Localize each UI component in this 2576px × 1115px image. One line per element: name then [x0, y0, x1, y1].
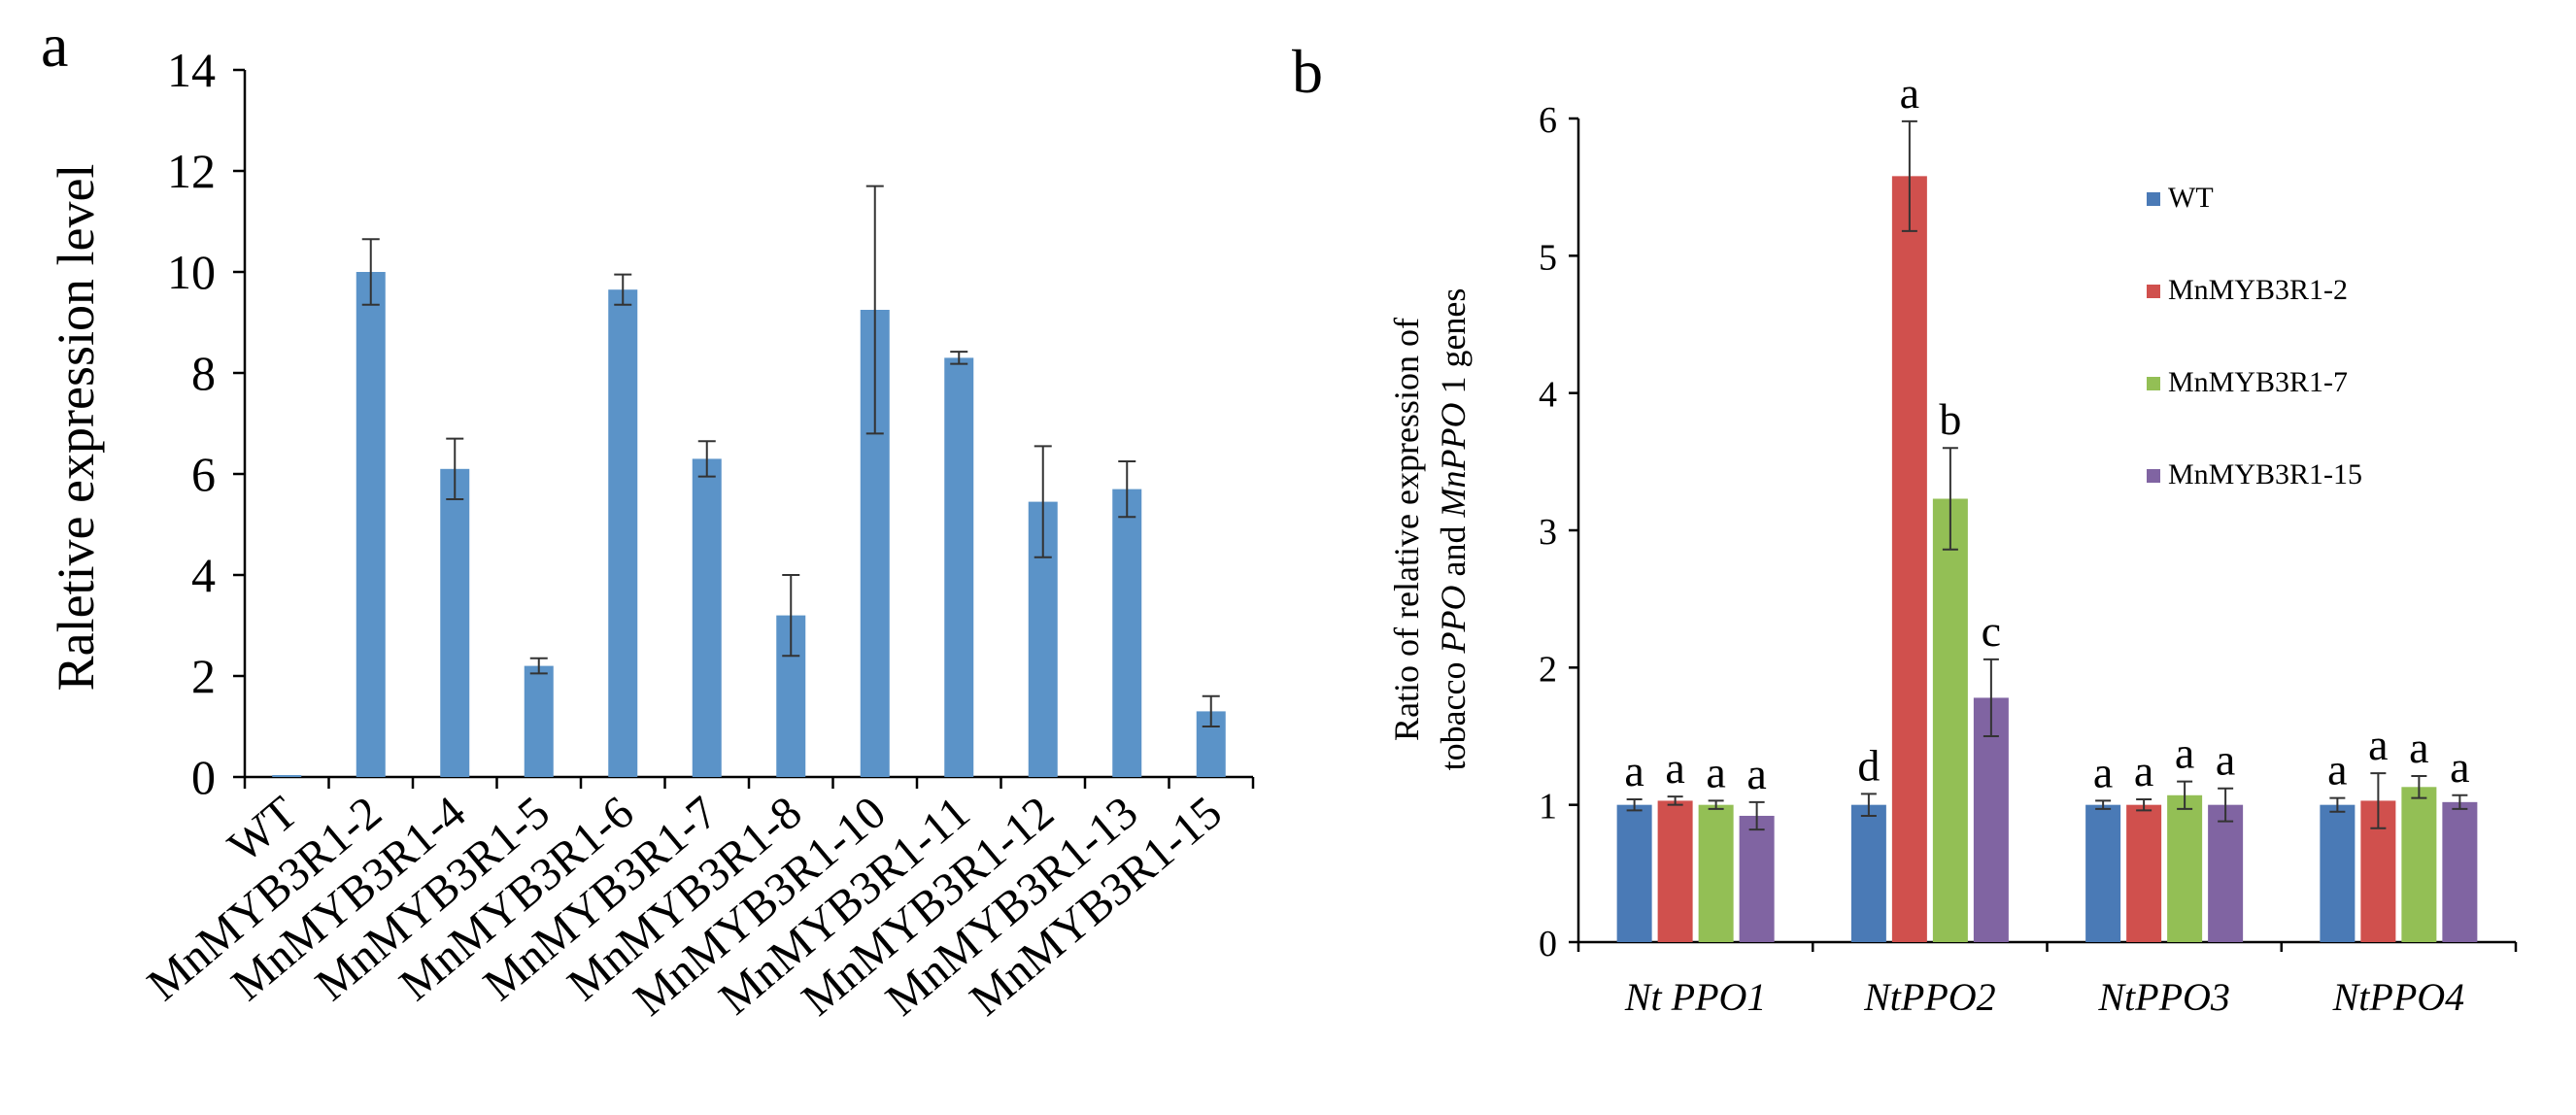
panel-a-chart: a Raletive expression level 02468101214W…	[41, 11, 1255, 1026]
panel-b-significance-letter: a	[2134, 746, 2153, 795]
panel-a-bar	[272, 775, 302, 777]
panel-b-legend-label: MnMYB3R1-2	[2168, 274, 2348, 306]
panel-b-bar	[2401, 787, 2437, 942]
panel-b-axes: 0 1 2 3 4 5 6 Nt PPO1 NtPPO2 NtPPO3 NtPPO4	[1539, 100, 2518, 1019]
panel-b-significance-letter: a	[2368, 720, 2388, 769]
panel-b-bar	[2320, 804, 2356, 942]
panel-a-bar	[608, 289, 638, 777]
ylabel-part-ppo: PPO	[1434, 586, 1473, 655]
panel-b-legend-swatch	[2147, 469, 2160, 483]
panel-b-x-tick-label: NtPPO3	[2097, 975, 2230, 1019]
panel-b-bar	[1698, 804, 1734, 942]
panel-b-legend-label: MnMYB3R1-15	[2168, 458, 2362, 490]
panel-a-bar	[356, 272, 386, 777]
panel-b-significance-letter: d	[1857, 740, 1880, 790]
panel-a-bar	[944, 357, 974, 777]
panel-b-bar	[2208, 804, 2244, 942]
ylabel-part-genes: 1 genes	[1434, 288, 1473, 403]
panel-b-y-tick-label: 6	[1539, 100, 1557, 141]
panel-a-label: a	[41, 11, 68, 80]
panel-a-y-tick-label: 6	[191, 447, 216, 501]
panel-b-significance-letter: a	[1746, 749, 1766, 798]
panel-b-bar	[2442, 801, 2478, 942]
panel-b-bar	[1850, 804, 1886, 942]
panel-b-bar	[2126, 804, 2162, 942]
panel-b-label: b	[1292, 37, 1323, 106]
panel-b-bar	[1657, 800, 1693, 942]
panel-b-chart: b Ratio of relative expression of tobacc…	[1292, 37, 2518, 1019]
panel-a-y-tick-label: 0	[191, 750, 216, 804]
panel-b-y-tick-label: 4	[1539, 375, 1557, 416]
panel-b-x-tick-label: NtPPO4	[2332, 975, 2465, 1019]
panel-b-y-tick-label: 1	[1539, 787, 1557, 828]
panel-b-significance-letter: a	[2409, 723, 2428, 772]
panel-b-significance-letter: a	[1900, 68, 1919, 118]
panel-b-significance-letter: a	[1706, 747, 1725, 796]
panel-b-y-tick-label: 2	[1539, 649, 1557, 690]
panel-b-legend-label: WT	[2168, 182, 2214, 214]
panel-b-y-axis-title-line2: tobacco PPO and MnPPO 1 genes	[1434, 288, 1473, 771]
panel-b-significance-letter: a	[1665, 743, 1684, 793]
panel-b-significance-letter: a	[2093, 747, 2113, 796]
panel-b-bar	[1891, 176, 1927, 943]
panel-a-y-tick-label: 4	[191, 548, 216, 602]
panel-b-bar	[1973, 697, 2009, 942]
panel-b-y-tick-label: 3	[1539, 512, 1557, 553]
panel-a-bar	[1112, 489, 1142, 777]
panel-a-bars	[272, 185, 1226, 777]
panel-b-bar	[2167, 794, 2203, 942]
panel-b-y-axis-title-line1: Ratio of relative expression of	[1387, 318, 1426, 741]
panel-b-significance-letter: a	[1624, 746, 1644, 795]
panel-a-bar	[692, 458, 722, 777]
panel-b-bar	[1932, 498, 1968, 942]
ylabel-part-and: and	[1434, 518, 1473, 586]
panel-a-y-tick-label: 12	[167, 144, 216, 198]
ylabel-part-tobacco: tobacco	[1434, 653, 1473, 770]
panel-b-legend: WT MnMYB3R1-2 MnMYB3R1-7 MnMYB3R1-15	[2147, 182, 2362, 490]
panel-a-bar	[524, 665, 554, 777]
panel-b-legend-swatch	[2147, 377, 2160, 390]
panel-b-significance-letter: a	[2327, 745, 2347, 794]
panel-b-bar	[1739, 815, 1775, 942]
panel-b-bar	[2085, 804, 2121, 942]
panel-b-significance-letter: a	[2450, 742, 2469, 792]
panel-a-y-tick-label: 2	[191, 649, 216, 703]
panel-a-y-tick-label: 8	[191, 346, 216, 400]
panel-b-x-tick-label: NtPPO2	[1863, 975, 1996, 1019]
panel-b-bar	[1616, 804, 1652, 942]
panel-b-legend-swatch	[2147, 285, 2160, 298]
panel-b-significance-letter: a	[2216, 735, 2235, 785]
ylabel-part-mnppo: MnPPO	[1434, 403, 1473, 519]
panel-b-y-tick-label: 0	[1539, 924, 1557, 964]
panel-b-significance-letter: b	[1939, 394, 1961, 444]
panel-b-x-tick-label: Nt PPO1	[1624, 975, 1767, 1019]
panel-b-legend-label: MnMYB3R1-7	[2168, 366, 2348, 398]
panel-a-y-tick-label: 14	[167, 43, 216, 97]
panel-b-y-tick-label: 5	[1539, 237, 1557, 278]
panel-a-bar	[440, 468, 470, 777]
panel-a-y-tick-label: 10	[167, 245, 216, 299]
panel-a-y-axis-title: Raletive expression level	[47, 164, 105, 692]
panel-b-significance-letter: a	[2175, 728, 2194, 778]
panel-b-legend-swatch	[2147, 192, 2160, 206]
panel-b-significance-letter: c	[1982, 606, 2001, 656]
